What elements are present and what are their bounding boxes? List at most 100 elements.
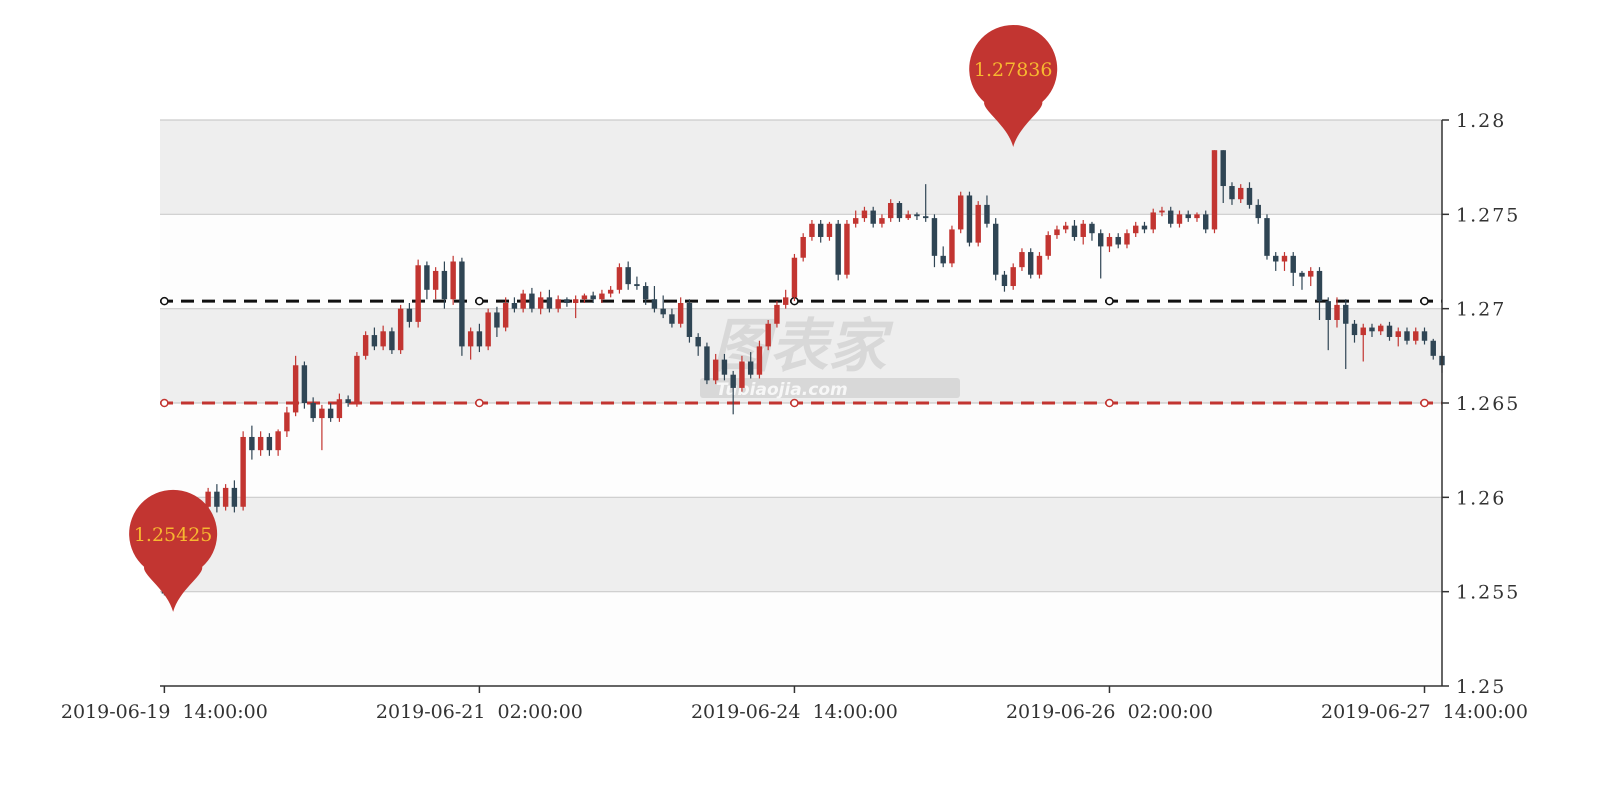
candle [1308,267,1314,287]
candle-body [1246,187,1253,205]
candle [581,293,588,304]
candle [590,291,596,304]
pin-shape [969,24,1058,147]
candle [817,219,824,243]
candle-body [380,331,386,347]
candle [459,257,465,356]
candle [450,255,456,305]
y-tick-label: 1.275 [1456,204,1520,226]
candle-body [1106,236,1113,247]
candle-body [660,308,666,315]
candle [494,306,500,337]
candle-body [896,203,903,219]
axes: 1.25 1.255 1.26 1.265 1.27 1.275 1.28 2019-06-1… [61,110,1528,723]
candle-body [389,331,395,351]
candle [1395,327,1401,347]
candle [739,355,745,392]
candle-body [669,314,675,324]
candle [354,352,360,407]
candle [992,218,999,281]
candle [966,191,973,247]
candle [292,355,299,417]
candle [1369,323,1375,337]
candle-body [922,216,929,219]
candle-body [494,312,500,328]
candle-body [1001,274,1008,287]
candle [1063,221,1069,234]
candle-body [1080,223,1086,237]
candle [695,333,701,356]
candle [1360,323,1366,362]
candle-body [677,303,684,324]
candle [844,219,850,279]
candle-body [467,331,474,347]
candle-body [546,297,553,309]
candle-body [1378,325,1384,332]
candle-body [327,408,334,419]
mark-point-min: 1.25425 [129,489,218,612]
mark-line-symbol [1420,398,1429,408]
candle [712,353,719,385]
candle [984,195,990,228]
candle-body [616,267,623,290]
candle [651,286,658,313]
candle-body [231,487,238,507]
candle [1404,327,1410,345]
mark-lines [160,296,1442,408]
candle [1045,231,1051,260]
candle-body [1386,325,1393,337]
candle-body [266,436,273,451]
candle [1168,206,1174,228]
candle-body [222,487,229,507]
candle-body [1325,301,1331,320]
candle [380,325,386,351]
candle [861,206,868,222]
candle [1220,150,1226,204]
candle-body [345,399,351,403]
candle-body [1369,327,1375,332]
candle [686,299,693,343]
candle [1413,327,1419,345]
candles [161,150,1445,607]
mark-line-symbol [1105,398,1114,408]
candle-body [1264,218,1270,256]
x-tick-label: 2019-06-19 14:00:00 [61,701,268,723]
candle-body [319,408,325,419]
mark-line-symbol [1420,296,1429,306]
candle [1290,252,1296,287]
candle [1203,210,1209,234]
candle-body [844,223,850,275]
candle [1334,297,1340,328]
candle-body [599,293,605,300]
candle-body [747,361,754,375]
candle-body [354,355,360,403]
candle [852,210,859,228]
candle-body [861,210,868,219]
mark-line-symbol [1105,296,1114,306]
mark-line-symbol [790,398,799,408]
candle [1194,212,1200,222]
candle-body [730,374,736,388]
candle [1273,252,1279,271]
candle [214,484,220,513]
candle-body [739,361,745,388]
watermark: Tubiaojia.com 图表家 [700,312,960,400]
candle-body [1220,150,1226,187]
candle-body [371,335,378,347]
candle [1238,184,1244,204]
candle-body [992,223,999,275]
candle [931,214,938,268]
candle [1115,233,1121,249]
candle [1089,221,1095,241]
candle-body [502,303,509,328]
candle-body [1010,267,1016,287]
candle-body [572,299,579,304]
candle-body [485,312,491,347]
candle-body [1168,210,1174,224]
x-tick-label: 2019-06-26 02:00:00 [1006,701,1213,723]
candle [1185,210,1191,222]
candle [310,397,316,422]
candle-body [949,229,955,264]
candle-body [625,267,631,285]
candle [660,295,666,319]
